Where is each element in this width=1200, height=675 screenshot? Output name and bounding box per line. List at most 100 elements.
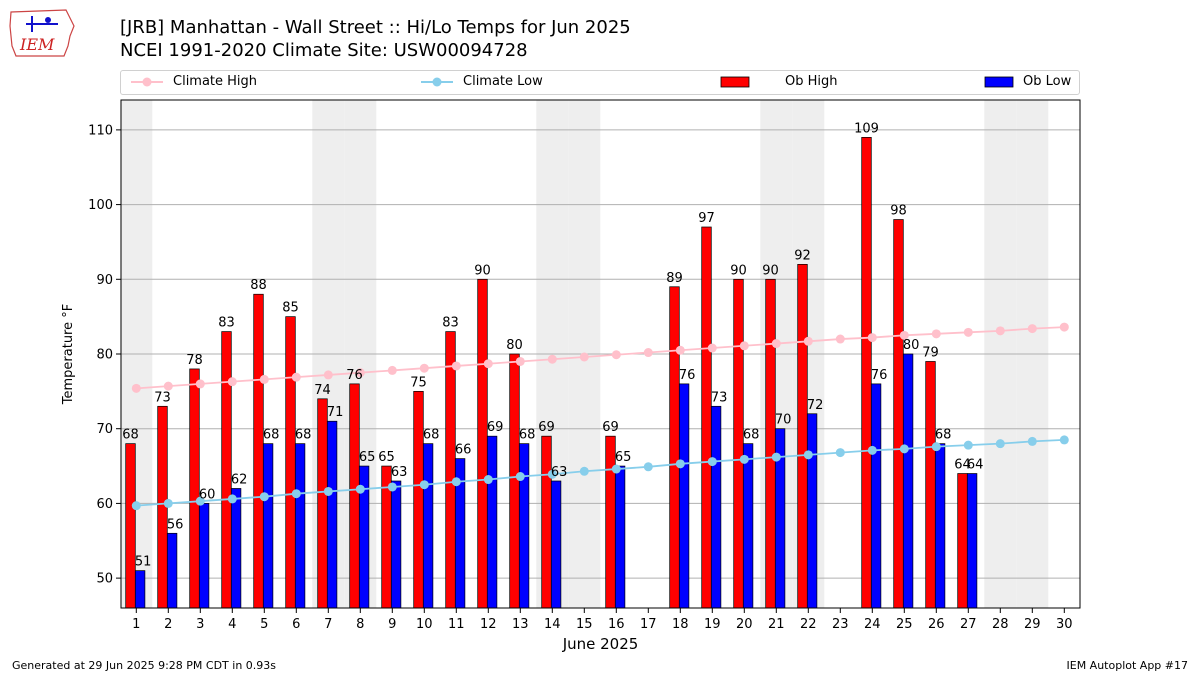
- ob-low-label: 69: [487, 420, 504, 435]
- ob-high-label: 90: [730, 263, 747, 278]
- ob-low-label: 73: [711, 390, 728, 405]
- ob-low-label: 68: [263, 428, 280, 443]
- ob-high-bar: [509, 353, 520, 609]
- ob-low-label: 51: [135, 555, 152, 570]
- climate-low-point: [355, 484, 365, 494]
- climate-high-point: [451, 361, 461, 371]
- ob-low-label: 68: [519, 428, 536, 443]
- x-tick-label: 16: [608, 617, 625, 632]
- legend-climate-high-label: Climate High: [173, 74, 258, 89]
- climate-high-point: [1027, 324, 1037, 334]
- ob-high-bar: [445, 331, 456, 609]
- ob-low-label: 65: [359, 450, 376, 465]
- x-tick-label: 28: [992, 617, 1009, 632]
- climate-low-point: [227, 494, 237, 504]
- climate-low-point: [547, 469, 557, 479]
- climate-low-point: [515, 472, 525, 482]
- climate-high-point: [355, 368, 365, 378]
- ob-high-label: 73: [154, 390, 171, 405]
- ob-low-label: 76: [871, 368, 888, 383]
- climate-low-point: [771, 452, 781, 462]
- legend-ob-low-label: Ob Low: [1023, 74, 1072, 89]
- climate-low-point: [899, 444, 909, 454]
- climate-high-point: [291, 372, 301, 382]
- ob-high-label: 69: [538, 420, 555, 435]
- ob-low-bar: [550, 480, 562, 609]
- climate-high-point: [739, 341, 749, 351]
- climate-high-point: [419, 363, 429, 373]
- x-tick-label: 17: [640, 617, 657, 632]
- ob-low-label: 68: [423, 428, 440, 443]
- ob-high-label: 90: [474, 263, 491, 278]
- ob-high-label: 78: [186, 353, 203, 368]
- climate-high-point: [547, 354, 557, 364]
- ob-low-bar: [166, 532, 178, 609]
- x-tick-label: 11: [448, 617, 465, 632]
- ob-low-bar: [742, 443, 754, 609]
- ob-high-bar: [957, 473, 968, 609]
- climate-low-point: [163, 498, 173, 508]
- climate-low-point: [387, 482, 397, 492]
- x-tick-label: 19: [704, 617, 721, 632]
- ob-low-label: 65: [615, 450, 632, 465]
- ob-high-label: 109: [854, 121, 879, 136]
- climate-high-point: [995, 326, 1005, 336]
- climate-high-point: [643, 348, 653, 358]
- climate-high-point: [579, 352, 589, 362]
- x-tick-label: 7: [324, 617, 332, 632]
- ob-low-bar: [934, 443, 946, 609]
- ob-high-label: 88: [250, 278, 267, 293]
- climate-high-point: [611, 350, 621, 360]
- climate-low-point: [931, 442, 941, 452]
- y-tick-label: 70: [96, 422, 113, 437]
- climate-low-point: [419, 480, 429, 490]
- climate-high-point: [163, 381, 173, 391]
- ob-low-label: 71: [327, 405, 344, 420]
- ob-high-bar: [221, 331, 232, 609]
- iem-logo: IEM: [8, 6, 80, 60]
- climate-low-point: [483, 475, 493, 485]
- ob-low-bar: [134, 570, 146, 609]
- x-tick-label: 8: [356, 617, 364, 632]
- climate-low-point: [803, 450, 813, 460]
- ob-high-label: 83: [442, 316, 459, 331]
- climate-high-point: [227, 377, 237, 387]
- ob-high-label: 89: [666, 271, 683, 286]
- ob-low-label: 76: [679, 368, 696, 383]
- climate-low-point: [675, 459, 685, 469]
- x-tick-label: 24: [864, 617, 881, 632]
- ob-low-bar: [966, 473, 978, 609]
- climate-high-point: [515, 356, 525, 366]
- climate-low-point: [707, 457, 717, 467]
- ob-low-label: 62: [231, 472, 248, 487]
- ob-low-label: 64: [967, 458, 984, 473]
- climate-high-point: [1059, 322, 1069, 332]
- ob-high-label: 98: [890, 204, 907, 219]
- x-tick-label: 13: [512, 617, 529, 632]
- climate-high-point: [771, 339, 781, 349]
- ob-high-label: 69: [602, 420, 619, 435]
- chart-subtitle: NCEI 1991-2020 Climate Site: USW00094728: [120, 40, 528, 61]
- climate-low-point: [451, 477, 461, 487]
- ob-low-bar: [262, 443, 274, 609]
- chart-title: [JRB] Manhattan - Wall Street :: Hi/Lo T…: [120, 17, 631, 38]
- ob-high-bar: [701, 226, 712, 609]
- x-tick-label: 2: [164, 617, 172, 632]
- ob-high-bar: [253, 293, 264, 609]
- climate-high-point: [323, 370, 333, 380]
- y-tick-label: 100: [88, 198, 113, 213]
- ob-high-bar: [285, 316, 296, 609]
- ob-low-label: 56: [167, 517, 184, 532]
- ob-high-label: 68: [122, 428, 139, 443]
- ob-low-label: 80: [903, 338, 920, 353]
- x-tick-label: 9: [388, 617, 396, 632]
- ob-low-label: 60: [199, 487, 216, 502]
- ob-low-label: 68: [295, 428, 312, 443]
- x-tick-label: 4: [228, 617, 236, 632]
- ob-high-label: 83: [218, 316, 235, 331]
- x-tick-label: 10: [416, 617, 433, 632]
- x-tick-label: 29: [1024, 617, 1041, 632]
- ob-low-bar: [230, 488, 242, 609]
- ob-high-bar: [765, 278, 776, 609]
